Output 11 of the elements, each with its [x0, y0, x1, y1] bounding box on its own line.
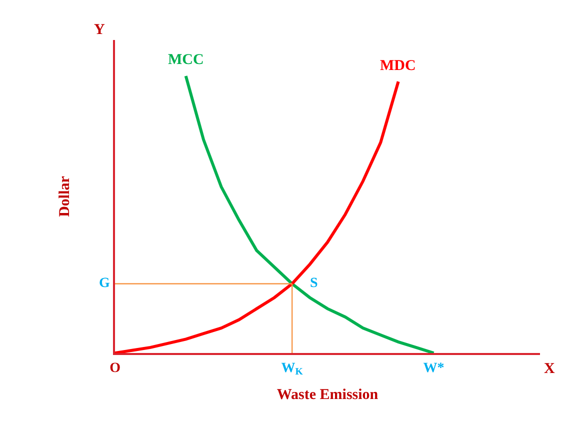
x-tick-label: O	[110, 360, 121, 376]
x-tick-label: W$_{K}$	[281, 360, 304, 378]
text: Y	[94, 22, 105, 38]
annotation: S	[310, 276, 318, 291]
ref-line-label: G	[99, 276, 110, 291]
series-label: MCC	[168, 52, 204, 68]
y-axis-title: Dollar	[56, 176, 73, 217]
x-axis-title: Waste Emission	[276, 387, 379, 404]
text: X	[544, 361, 555, 377]
x-tick-label: W*	[423, 360, 444, 376]
series-label: MDC	[380, 58, 416, 74]
